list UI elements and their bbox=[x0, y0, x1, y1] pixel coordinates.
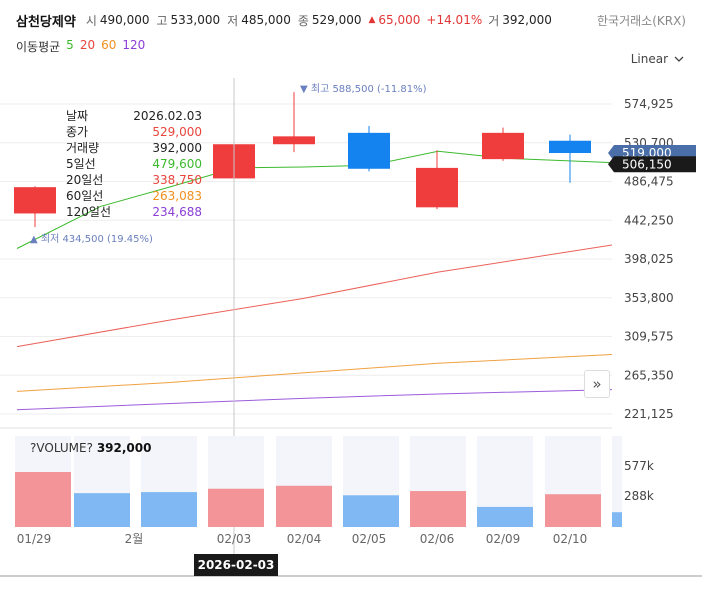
info-ma60: 263,083 bbox=[152, 189, 202, 203]
info-ma5-label: 5일선 bbox=[66, 157, 96, 171]
low-label: 저 bbox=[227, 13, 239, 28]
info-ma120: 234,688 bbox=[152, 205, 202, 219]
ma-legend-120[interactable]: 120 bbox=[122, 38, 146, 52]
candle-body bbox=[549, 140, 591, 154]
high-value: 533,000 bbox=[170, 13, 221, 27]
change-arrow-icon: ▲ bbox=[368, 15, 376, 25]
double-chevron-right-icon: » bbox=[592, 375, 602, 393]
info-date: 2026.02.03 bbox=[133, 109, 202, 123]
info-ma20-label: 20일선 bbox=[66, 173, 104, 187]
open-label: 시 bbox=[85, 13, 97, 28]
price-tick-label: 486,475 bbox=[624, 175, 674, 189]
price-tick-label: 574,925 bbox=[624, 97, 674, 111]
info-volume: 392,000 bbox=[152, 141, 202, 155]
open-value: 490,000 bbox=[99, 13, 150, 27]
x-tick-label: 02/03 bbox=[217, 532, 252, 546]
x-tick-label: 02/10 bbox=[553, 532, 588, 546]
volume-bar bbox=[276, 485, 332, 527]
volume-bar bbox=[410, 491, 466, 527]
price-tick-label: 221,125 bbox=[624, 407, 674, 421]
volume-bar bbox=[15, 472, 71, 527]
volume-value: 392,000 bbox=[502, 13, 552, 27]
ma-legend-60[interactable]: 60 bbox=[101, 38, 117, 52]
volume-bar bbox=[343, 495, 399, 527]
volume-bar bbox=[477, 506, 533, 527]
candle-body bbox=[14, 187, 56, 214]
volume-bar bbox=[545, 494, 601, 527]
ma-legend-20[interactable]: 20 bbox=[79, 38, 96, 52]
scroll-latest-button[interactable]: » bbox=[584, 370, 610, 398]
info-ma5: 479,600 bbox=[152, 157, 202, 171]
x-tick-label: 01/29 bbox=[17, 532, 52, 546]
info-box: 날짜 2026.02.03 종가 529,000 거래량 392,000 5일선 479… bbox=[66, 108, 202, 220]
high-label: 고 bbox=[156, 13, 168, 28]
scale-dropdown[interactable]: Linear bbox=[631, 52, 684, 66]
crosshair-date-label: 2026-02-03 bbox=[194, 554, 278, 576]
candle-body bbox=[273, 136, 315, 145]
price-tick-label: 442,250 bbox=[624, 213, 674, 227]
x-tick-label: 02/06 bbox=[420, 532, 455, 546]
volume-bar bbox=[208, 488, 264, 527]
price-tick-label: 353,800 bbox=[624, 291, 674, 305]
scale-value: Linear bbox=[630, 52, 668, 66]
x-tick-label: 02/09 bbox=[486, 532, 521, 546]
price-tag-label: 506,150 bbox=[622, 157, 672, 171]
ma-line-120 bbox=[16, 389, 613, 411]
change-percent: +14.01% bbox=[426, 13, 483, 27]
price-tick-label: 265,350 bbox=[624, 368, 674, 382]
info-volume-label: 거래량 bbox=[66, 141, 100, 155]
x-tick-label: 02/04 bbox=[287, 532, 322, 546]
volume-tick-label: 577k bbox=[624, 459, 654, 473]
price-tick-label: 398,025 bbox=[624, 252, 674, 266]
close-value: 529,000 bbox=[311, 13, 362, 27]
ma-legend-label: 이동평균 bbox=[16, 40, 61, 54]
volume-bar bbox=[74, 493, 130, 527]
volume-bar-bg bbox=[612, 436, 622, 527]
high-marker-label: ▼ 최고 588,500 (-11.81%) bbox=[300, 83, 427, 95]
info-date-label: 날짜 bbox=[66, 109, 89, 123]
price-tag bbox=[608, 156, 696, 173]
info-close-label: 종가 bbox=[66, 125, 89, 139]
info-ma120-label: 120일선 bbox=[66, 205, 111, 219]
volume-panel-value: 392,000 bbox=[96, 441, 152, 455]
volume-panel-prefix: ?VOLUME? bbox=[30, 441, 93, 455]
x-tick-label: 02/05 bbox=[352, 532, 387, 546]
stock-name: 삼천당제약 bbox=[16, 14, 76, 30]
volume-bar bbox=[612, 512, 622, 527]
ma-line-20 bbox=[16, 244, 613, 348]
info-close: 529,000 bbox=[152, 125, 202, 139]
candle-body bbox=[348, 132, 390, 169]
volume-bar bbox=[141, 492, 197, 527]
volume-panel-label: ?VOLUME? 392,000 bbox=[30, 441, 151, 455]
ma-line-60 bbox=[16, 354, 613, 392]
low-value: 485,000 bbox=[241, 13, 291, 27]
close-label: 종 bbox=[297, 13, 309, 28]
price-tick-label: 309,575 bbox=[624, 330, 674, 344]
exchange-label: 한국거래소(KRX) bbox=[597, 14, 686, 28]
ma-legend: 이동평균 5 20 60 120 bbox=[16, 38, 145, 55]
candle-body bbox=[416, 167, 458, 208]
volume-label: 거 bbox=[488, 13, 500, 28]
low-marker-label: ▲ 최저 434,500 (19.45%) bbox=[30, 233, 153, 245]
volume-tick-label: 288k bbox=[624, 489, 654, 503]
change-value: 65,000 bbox=[378, 13, 421, 27]
chevron-down-icon bbox=[674, 56, 684, 62]
candle-body bbox=[482, 132, 524, 160]
ma-legend-5[interactable]: 5 bbox=[66, 38, 74, 52]
x-tick-label: 2월 bbox=[125, 532, 144, 546]
info-ma20: 338,750 bbox=[152, 173, 202, 187]
info-ma60-label: 60일선 bbox=[66, 189, 104, 203]
stock-header: 삼천당제약 시 490,000 고 533,000 저 485,000 종 52… bbox=[16, 10, 559, 30]
